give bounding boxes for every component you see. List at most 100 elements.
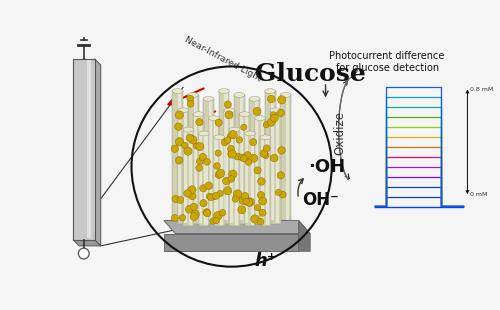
Bar (250, 99, 260, 220)
Circle shape (264, 145, 270, 152)
Circle shape (239, 197, 246, 204)
Circle shape (221, 139, 228, 146)
Circle shape (217, 190, 224, 197)
Circle shape (245, 198, 253, 206)
Circle shape (216, 169, 224, 177)
Circle shape (188, 192, 196, 200)
Circle shape (175, 111, 184, 119)
Bar (250, 134, 254, 225)
Circle shape (244, 152, 251, 159)
Bar (230, 130, 240, 226)
Bar (234, 95, 244, 220)
Ellipse shape (224, 108, 234, 113)
Circle shape (259, 197, 266, 205)
Circle shape (184, 190, 191, 197)
Bar (286, 96, 290, 220)
Polygon shape (298, 220, 310, 251)
Ellipse shape (264, 89, 276, 94)
Circle shape (224, 187, 232, 195)
Bar (183, 130, 194, 226)
Circle shape (228, 145, 234, 153)
Circle shape (234, 153, 241, 160)
Circle shape (189, 136, 197, 144)
Circle shape (276, 189, 281, 196)
Ellipse shape (234, 92, 244, 97)
Circle shape (250, 154, 258, 162)
Text: 0.8 mM: 0.8 mM (470, 86, 494, 91)
Circle shape (277, 109, 284, 117)
Bar (209, 100, 212, 220)
Bar (214, 137, 224, 226)
Circle shape (206, 193, 212, 200)
Circle shape (228, 150, 236, 158)
Circle shape (196, 165, 202, 171)
Bar (240, 96, 243, 220)
Circle shape (238, 154, 245, 160)
Text: Near-Infrared Light: Near-Infrared Light (183, 35, 263, 83)
Text: Oxidize: Oxidize (333, 112, 346, 155)
Ellipse shape (178, 108, 188, 113)
Circle shape (191, 210, 200, 218)
Circle shape (238, 206, 246, 214)
Bar (224, 110, 234, 224)
Circle shape (174, 123, 182, 131)
Bar (214, 119, 218, 223)
Circle shape (263, 122, 270, 128)
Circle shape (179, 215, 186, 221)
Circle shape (246, 159, 252, 166)
Bar (280, 95, 291, 220)
Circle shape (243, 198, 250, 205)
Circle shape (278, 96, 286, 104)
Bar (245, 115, 248, 223)
Circle shape (203, 209, 210, 216)
Ellipse shape (244, 131, 256, 136)
Circle shape (190, 203, 198, 210)
Ellipse shape (218, 89, 230, 94)
Circle shape (200, 200, 207, 207)
Circle shape (240, 124, 247, 131)
Circle shape (215, 171, 222, 179)
Ellipse shape (240, 112, 250, 117)
Circle shape (254, 205, 260, 211)
Ellipse shape (270, 108, 281, 113)
Circle shape (222, 177, 230, 185)
Circle shape (177, 197, 184, 203)
Circle shape (176, 157, 183, 164)
Bar (260, 119, 264, 223)
Circle shape (196, 158, 203, 165)
Ellipse shape (183, 127, 194, 132)
Bar (218, 91, 230, 220)
Circle shape (232, 196, 238, 202)
Bar (264, 91, 276, 220)
Circle shape (171, 145, 178, 153)
Circle shape (224, 137, 231, 143)
Circle shape (186, 205, 193, 213)
Circle shape (182, 142, 188, 149)
Circle shape (214, 163, 220, 169)
Bar (270, 92, 274, 220)
Circle shape (260, 150, 268, 157)
Bar (184, 111, 187, 223)
Circle shape (188, 186, 196, 194)
Bar (178, 92, 182, 220)
Bar (244, 133, 256, 226)
Circle shape (199, 153, 206, 161)
Circle shape (172, 195, 180, 203)
Circle shape (259, 209, 266, 216)
Circle shape (250, 139, 256, 146)
Polygon shape (73, 240, 101, 246)
Polygon shape (164, 233, 298, 251)
Text: Glucose: Glucose (254, 62, 366, 86)
Bar (193, 114, 204, 224)
Circle shape (258, 178, 265, 185)
Text: 0 mM: 0 mM (470, 192, 488, 197)
Circle shape (186, 134, 194, 141)
Polygon shape (94, 59, 100, 246)
Ellipse shape (260, 135, 271, 140)
Bar (203, 99, 214, 220)
Circle shape (258, 192, 264, 199)
Bar (73, 59, 94, 240)
Ellipse shape (214, 135, 224, 140)
Bar (208, 118, 220, 224)
Bar (87, 60, 92, 238)
